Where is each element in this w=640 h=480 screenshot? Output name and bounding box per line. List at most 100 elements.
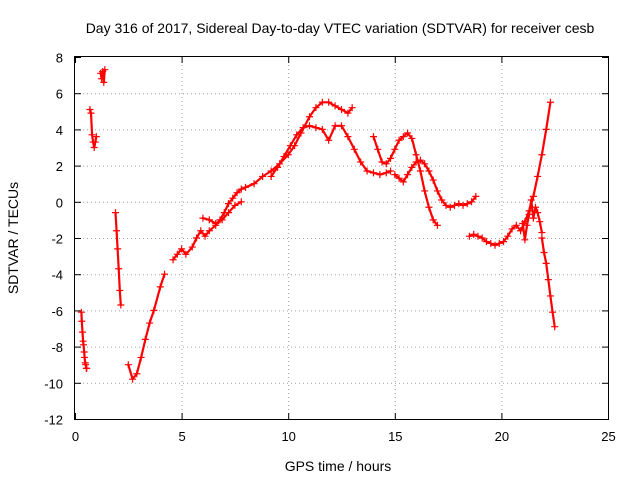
data-point xyxy=(82,361,90,369)
series-line xyxy=(468,101,552,247)
data-point xyxy=(250,180,258,188)
data-point xyxy=(233,189,241,197)
y-tick-label: -6 xyxy=(51,304,63,319)
data-point xyxy=(169,256,177,264)
data-point xyxy=(429,176,437,184)
data-point xyxy=(525,210,533,218)
data-point xyxy=(100,78,108,86)
data-point xyxy=(306,122,314,130)
data-point xyxy=(274,163,282,171)
data-point xyxy=(338,122,345,130)
series-seg-5 xyxy=(124,270,169,383)
data-point xyxy=(399,133,407,141)
series-seg-6 xyxy=(169,98,356,264)
data-point xyxy=(395,174,403,182)
data-point xyxy=(442,201,450,209)
data-point xyxy=(529,192,537,200)
y-tick-label: -10 xyxy=(44,376,63,391)
y-tick-label: -4 xyxy=(51,268,63,283)
data-point xyxy=(534,209,542,217)
y-tick-label: 0 xyxy=(56,195,63,210)
data-point xyxy=(325,136,333,144)
data-point xyxy=(161,270,169,278)
data-point xyxy=(542,259,550,267)
data-point xyxy=(546,98,554,106)
data-point xyxy=(455,200,463,208)
data-point xyxy=(404,171,412,179)
data-point xyxy=(357,158,365,166)
data-point xyxy=(529,214,537,222)
data-point xyxy=(101,66,109,74)
data-point xyxy=(242,183,250,191)
data-point xyxy=(425,203,433,211)
data-point xyxy=(205,227,213,235)
data-point xyxy=(369,133,377,141)
series-line xyxy=(127,273,166,381)
data-point xyxy=(312,124,320,132)
y-tick-label: 8 xyxy=(56,51,63,66)
data-point xyxy=(470,230,478,238)
data-point xyxy=(116,286,124,294)
data-point xyxy=(527,196,535,204)
data-point xyxy=(382,169,390,177)
data-point xyxy=(325,98,333,106)
series-seg-12 xyxy=(519,196,546,244)
data-point xyxy=(369,169,377,177)
y-tick-label: 6 xyxy=(56,87,63,102)
data-point xyxy=(421,160,429,168)
series-seg-1 xyxy=(77,308,91,372)
data-point xyxy=(438,196,446,204)
data-point xyxy=(78,317,86,325)
data-point xyxy=(146,319,154,327)
data-point xyxy=(523,221,531,229)
data-point xyxy=(521,236,529,244)
series-seg-2 xyxy=(86,105,100,151)
x-axis-label: GPS time / hours xyxy=(285,458,392,474)
data-point xyxy=(412,158,420,166)
data-point xyxy=(376,171,384,179)
data-point xyxy=(237,185,245,193)
data-point xyxy=(512,221,520,229)
data-point xyxy=(299,124,307,132)
data-point xyxy=(124,361,132,369)
x-tick-label: 0 xyxy=(72,429,79,444)
data-point xyxy=(112,209,120,217)
data-point xyxy=(225,200,233,208)
data-point xyxy=(331,122,339,130)
series-seg-8 xyxy=(267,122,395,180)
grid-lines xyxy=(75,57,608,419)
data-point xyxy=(77,308,85,316)
data-point xyxy=(150,306,158,314)
data-point xyxy=(81,353,89,361)
data-point xyxy=(280,153,288,161)
series-seg-9 xyxy=(369,129,441,229)
data-point xyxy=(551,323,559,331)
data-point xyxy=(459,201,467,209)
series-seg-13 xyxy=(538,234,559,331)
data-point xyxy=(129,375,137,383)
data-point xyxy=(487,239,495,247)
data-point xyxy=(212,220,220,228)
data-point xyxy=(363,167,371,175)
series-seg-3 xyxy=(97,66,109,86)
data-series xyxy=(77,66,559,383)
data-point xyxy=(450,201,458,209)
data-point xyxy=(391,145,399,153)
data-point xyxy=(312,104,320,112)
series-line xyxy=(393,159,477,209)
data-point xyxy=(80,341,88,349)
data-point xyxy=(387,167,395,175)
x-axis-ticks: 0 5 10 15 20 25 xyxy=(72,57,616,444)
data-point xyxy=(374,145,382,153)
data-point xyxy=(98,75,106,83)
data-point xyxy=(173,250,181,258)
y-axis-label: SDTVAR / TECUs xyxy=(5,182,21,294)
data-point xyxy=(199,214,207,222)
data-point xyxy=(229,194,237,202)
data-point xyxy=(188,243,196,251)
data-point xyxy=(114,245,122,253)
data-point xyxy=(237,198,245,206)
data-point xyxy=(540,248,548,256)
y-axis-ticks: -12 -10 -8 -6 -4 -2 0 2 4 6 8 xyxy=(44,51,608,428)
